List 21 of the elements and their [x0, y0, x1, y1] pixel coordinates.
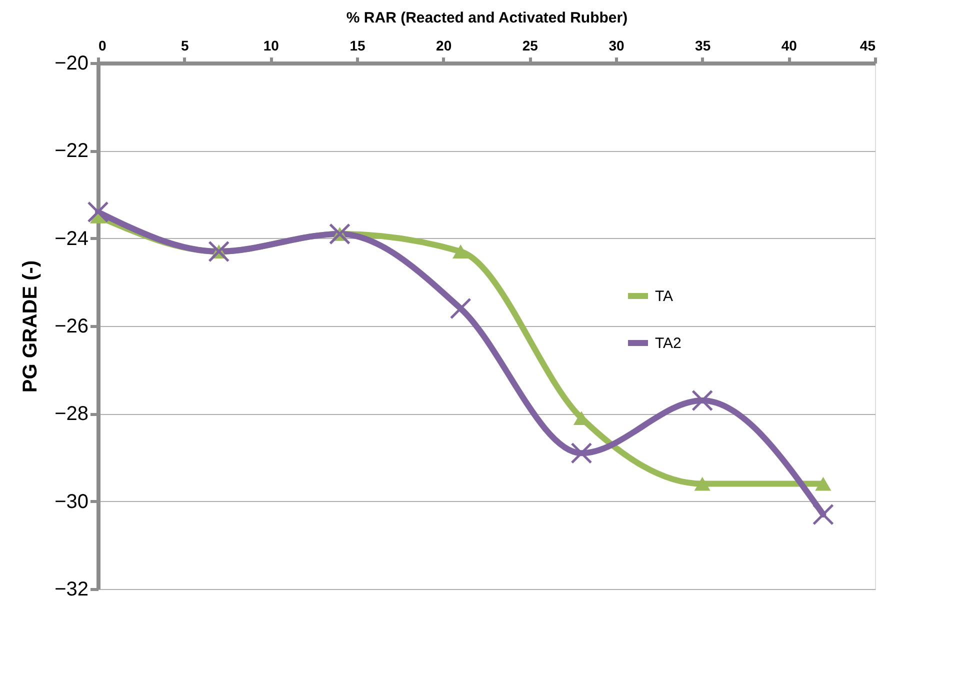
x-tick-label: 25 [522, 38, 538, 54]
x-tick-label: 40 [781, 38, 798, 54]
y-axis-title: PG GRADE (-) [20, 260, 42, 393]
legend-label: TA2 [655, 335, 682, 352]
x-tick-label: 5 [180, 38, 189, 54]
x-tick-label: 10 [263, 38, 280, 54]
x-tick-label: 15 [350, 38, 366, 54]
x-tick-label: 20 [436, 38, 452, 54]
y-tick-label: −20 [54, 52, 88, 74]
x-tick-label: 30 [608, 38, 624, 54]
y-tick-label: −28 [54, 403, 88, 426]
y-tick-label: −30 [54, 490, 88, 513]
x-tick-label: 45 [860, 38, 876, 54]
x-tick-label: 0 [98, 38, 106, 54]
y-tick-label: −24 [54, 228, 88, 250]
x-tick-label: 35 [695, 38, 711, 54]
y-tick-label: −22 [54, 140, 88, 162]
x-axis-title: % RAR (Reacted and Activated Rubber) [346, 10, 628, 26]
y-tick-label: −32 [54, 578, 88, 600]
legend-label: TA [655, 288, 674, 305]
y-tick-label: −26 [54, 316, 88, 338]
